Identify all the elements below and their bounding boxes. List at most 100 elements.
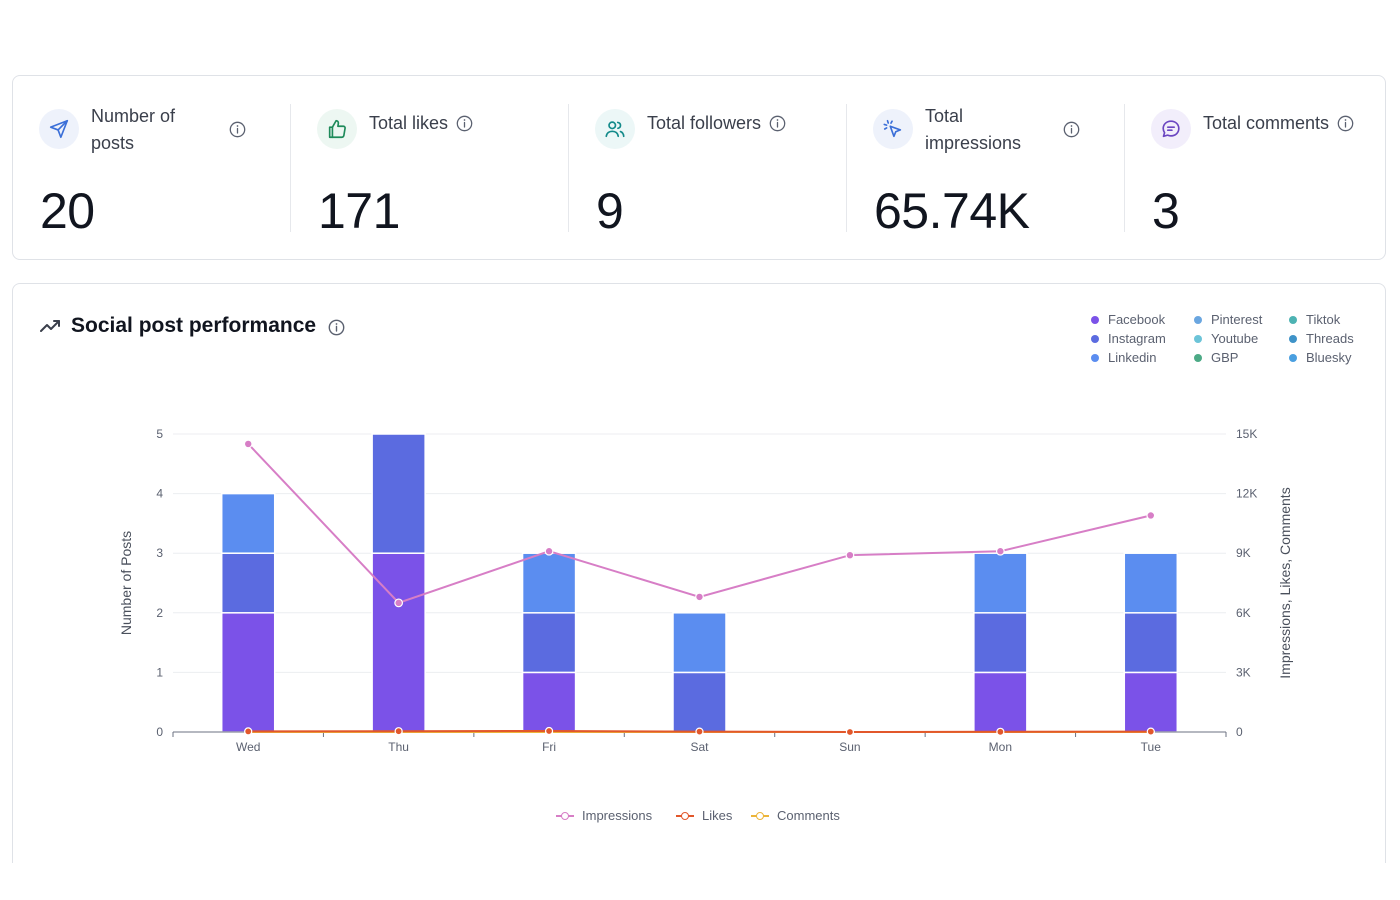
legend-item-comments[interactable]: Comments — [751, 808, 840, 823]
bar-linkedin-tue — [1123, 552, 1179, 614]
stat-label: Total comments — [1203, 110, 1329, 137]
y-tick-label: 2 — [156, 606, 163, 620]
stat-label-line: Total — [925, 106, 964, 126]
legend-dot — [1289, 353, 1297, 362]
legend-label: Threads — [1306, 331, 1354, 346]
legend-item-likes[interactable]: Likes — [676, 808, 732, 823]
stat-value: 171 — [318, 183, 400, 239]
stat-value: 3 — [1152, 183, 1180, 239]
point-likes — [544, 726, 554, 736]
bar-instagram-thu — [371, 433, 426, 554]
x-tick-label: Mon — [989, 740, 1012, 754]
x-tick-label: Tue — [1141, 740, 1162, 754]
y2-tick-label: 0 — [1236, 725, 1243, 739]
stat-posts: Number of posts 20 — [13, 76, 291, 261]
y2-tick-label: 6K — [1236, 606, 1251, 620]
y-tick-label: 1 — [156, 665, 163, 679]
info-icon[interactable] — [229, 121, 246, 138]
info-icon[interactable] — [1063, 121, 1080, 138]
y2-axis-title: Impressions, Likes, Comments — [1277, 487, 1293, 678]
legend-item-instagram[interactable]: Instagram — [1091, 331, 1166, 346]
x-tick-label: Sat — [690, 740, 709, 754]
bar-linkedin-wed — [220, 492, 276, 554]
stat-divider — [290, 104, 291, 232]
platform-legend: Facebook Instagram Linkedin Pinterest Youtub… — [1091, 312, 1381, 372]
x-tick-label: Thu — [388, 740, 409, 754]
legend-item-impressions[interactable]: Impressions — [556, 808, 652, 823]
point-likes — [845, 727, 855, 737]
legend-dot — [1091, 353, 1099, 362]
legend-item-facebook[interactable]: Facebook — [1091, 312, 1165, 327]
stat-divider — [846, 104, 847, 232]
thumbs-up-icon — [317, 109, 357, 149]
info-icon[interactable] — [456, 115, 473, 132]
y2-tick-label: 15K — [1236, 427, 1257, 441]
legend-dot — [1289, 334, 1297, 343]
info-icon[interactable] — [769, 115, 786, 132]
legend-dot — [1289, 315, 1297, 324]
y2-tick-label: 12K — [1236, 487, 1257, 501]
stat-label-line: Total likes — [369, 113, 449, 133]
legend-item-gbp[interactable]: GBP — [1194, 350, 1238, 365]
info-icon[interactable] — [328, 319, 345, 336]
y-tick-label: 5 — [156, 427, 163, 441]
point-likes — [996, 727, 1005, 736]
point-impressions — [544, 546, 554, 556]
legend-label: Bluesky — [1306, 350, 1352, 365]
bar-instagram-fri — [521, 612, 577, 674]
y-tick-label: 3 — [156, 546, 163, 560]
bar-facebook-mon — [973, 671, 1028, 733]
bar-instagram-mon — [973, 612, 1028, 674]
legend-item-bluesky[interactable]: Bluesky — [1289, 350, 1352, 365]
legend-label: Likes — [702, 808, 733, 823]
stat-divider — [1124, 104, 1125, 232]
legend-dot — [1194, 334, 1202, 343]
legend-item-threads[interactable]: Threads — [1289, 331, 1354, 346]
chart-title: Social post performance — [71, 314, 317, 337]
legend-label: GBP — [1211, 350, 1239, 365]
point-impressions — [243, 439, 253, 449]
y2-tick-label: 9K — [1236, 546, 1251, 560]
bar-facebook-thu — [371, 552, 426, 733]
stat-label-line: Number of — [91, 106, 176, 126]
x-tick-label: Sun — [839, 740, 860, 754]
x-tick-label: Fri — [542, 740, 556, 754]
stat-label: Number of posts — [91, 103, 175, 157]
point-likes — [695, 727, 704, 736]
bar-linkedin-fri — [521, 552, 577, 614]
bar-facebook-wed — [220, 612, 276, 733]
legend-label: Pinterest — [1211, 312, 1263, 327]
stat-label-line: posts — [91, 133, 135, 153]
stat-label: Total followers — [647, 110, 761, 137]
legend-label: Comments — [777, 808, 840, 823]
y-tick-label: 4 — [156, 487, 163, 501]
legend-line-marker — [556, 811, 574, 821]
legend-item-pinterest[interactable]: Pinterest — [1194, 312, 1262, 327]
point-impressions — [845, 550, 855, 560]
legend-line-marker — [751, 811, 769, 821]
legend-dot — [1091, 315, 1099, 324]
posts-chart: 0 1 2 3 4 5 0 3K 6K 9K 12K 15K Number of Posts Impres… — [118, 427, 1293, 754]
send-icon — [39, 109, 79, 149]
point-impressions — [1146, 511, 1156, 520]
info-icon[interactable] — [1337, 115, 1354, 132]
bar-instagram-wed — [220, 552, 276, 614]
legend-item-youtube[interactable]: Youtube — [1194, 331, 1258, 346]
stat-label: Total impressions — [925, 103, 1021, 157]
stat-likes: Total likes 171 — [291, 76, 569, 261]
stat-followers: Total followers 9 — [569, 76, 847, 261]
stat-impressions: Total impressions 65.74K — [847, 76, 1125, 261]
stats-card: Number of posts 20 Total likes 171 Total foll… — [12, 75, 1386, 260]
legend-dot — [1194, 353, 1202, 362]
legend-item-tiktok[interactable]: Tiktok — [1289, 312, 1340, 327]
stat-value: 9 — [596, 183, 624, 239]
stat-value: 20 — [40, 183, 95, 239]
legend-label: Linkedin — [1108, 350, 1157, 365]
y-axis-title: Number of Posts — [118, 531, 134, 635]
legend-item-linkedin[interactable]: Linkedin — [1091, 350, 1156, 365]
legend-label: Instagram — [1108, 331, 1166, 346]
bar-instagram-tue — [1123, 612, 1179, 674]
point-likes — [1146, 727, 1155, 736]
y2-tick-label: 3K — [1236, 665, 1251, 679]
bar-instagram-sat — [672, 671, 727, 733]
